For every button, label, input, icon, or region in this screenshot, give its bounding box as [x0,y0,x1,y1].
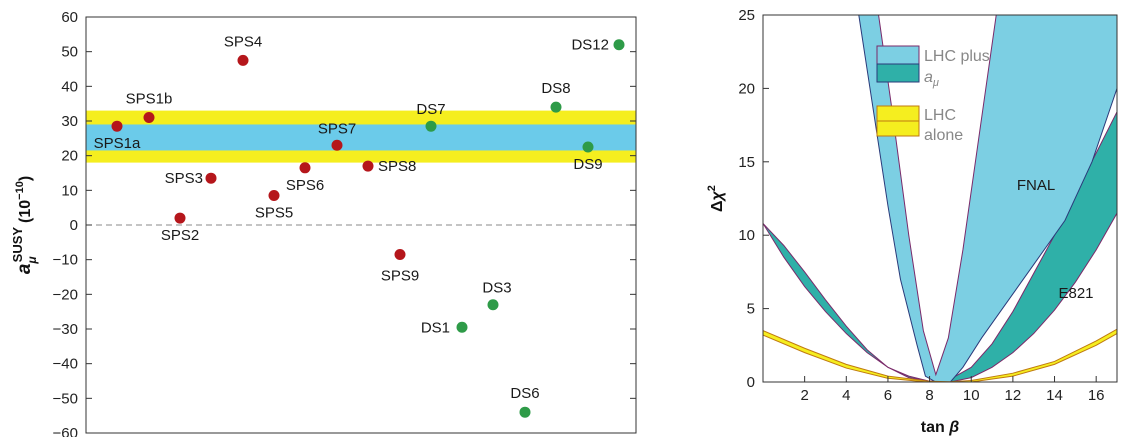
x-axis-label: tan β [921,419,959,436]
point-label-sps7: SPS7 [318,120,356,137]
x-tick-label: 2 [800,387,808,404]
annotation-e821: E821 [1058,285,1093,302]
y-tick-label: 0 [747,374,755,391]
y-tick-label: 50 [61,44,78,61]
y-tick-label: 40 [61,78,78,95]
y-tick-label: 10 [61,182,78,199]
x-tick-label: 6 [884,387,892,404]
x-tick-label: 14 [1046,387,1063,404]
y-tick-label: 60 [61,9,78,26]
y-label-sup: SUSY [10,227,25,263]
point-label-sps3: SPS3 [165,170,203,187]
legend-amu-mu: μ [932,77,939,89]
y-tick-label: 10 [738,227,755,244]
band-e821 [763,111,1117,382]
point-label-ds6: DS6 [510,385,539,402]
y-axis-label-right: Δχ2 [706,185,726,212]
point-ds6 [519,406,531,418]
y-tick-label: 20 [738,80,755,97]
left-scatter-panel: 60 50 40 30 20 10 0 −10 −20 −30 −40 −50 −60 aμSUSY (10… [10,9,637,437]
x-tick-label: 12 [1005,387,1022,404]
legend-label-lhc: LHC [924,107,956,124]
y-tick-label: 15 [738,154,755,171]
y-label-sub: μ [25,256,39,265]
point-label-sps5: SPS5 [255,205,293,222]
point-ds9 [582,141,594,153]
legend-sublabel-amu: aμ [924,69,939,89]
x-tick-label: 10 [963,387,980,404]
y-tick-label: −50 [53,390,78,407]
point-label-ds8: DS8 [541,80,570,97]
point-sps8 [362,160,374,172]
point-sps4 [237,54,249,66]
point-label-sps8: SPS8 [378,158,416,175]
y-tick-label: −30 [53,321,78,338]
y-tick-label: 0 [70,217,78,234]
band-edge-lower [858,15,1117,382]
point-ds7 [425,120,437,132]
y-label-chi: χ [709,190,726,202]
point-label-sps9: SPS9 [381,267,419,284]
y-tick-label: 5 [747,301,755,318]
y-tick-label: −60 [53,425,78,437]
point-label-sps6: SPS6 [286,177,324,194]
y-tick-label: 25 [738,7,755,24]
point-sps1b [143,112,155,124]
x-tick-label: 8 [925,387,933,404]
point-sps3 [205,172,217,184]
legend-amu-a: a [924,69,933,86]
point-ds1 [456,321,468,333]
point-sps6 [299,162,311,174]
band-edge-lower [763,333,1117,382]
point-label-sps4: SPS4 [224,33,262,50]
point-ds3 [487,299,499,311]
x-tick-label: 4 [842,387,850,404]
y-tick-label: −10 [53,252,78,269]
point-sps7 [331,139,343,151]
y-label-delta: Δ [709,200,726,212]
y-label-sq: 2 [706,185,718,191]
legend-sublabel-alone: alone [924,127,963,144]
legend-swatch-lhc-plus-top [876,45,920,65]
point-sps1a [111,120,123,132]
y-tick-label: 30 [61,113,78,130]
point-sps9 [394,248,406,260]
point-ds12 [613,39,625,51]
point-sps2 [174,212,186,224]
legend-swatch-lhc-plus-bottom [876,63,920,83]
y-tick-label: −40 [53,356,78,373]
y-label-unit: (10 [17,200,34,223]
legend-label-lhc-plus: LHC plus [924,48,990,65]
point-label-ds1: DS1 [421,319,450,336]
y-label-close: ) [17,176,34,181]
annotation-fnal: FNAL [1017,177,1055,194]
point-label-sps1a: SPS1a [94,135,141,152]
plot-frame-right [762,14,1118,383]
x-label-beta: β [948,419,959,436]
y-label-exp: −10 [14,181,26,200]
point-ds8 [550,101,562,113]
point-label-sps2: SPS2 [161,227,199,244]
point-label-sps1b: SPS1b [126,91,173,108]
y-axis-label: aμSUSY (10−10) [10,176,39,274]
y-label-a: a [14,263,35,274]
x-label-tan: tan [921,419,949,436]
bands-clip [763,15,1117,382]
x-tick-label: 16 [1088,387,1105,404]
y-tick-label: 20 [61,148,78,165]
band-inner [86,124,636,151]
y-tick-label: −20 [53,286,78,303]
point-label-ds12: DS12 [571,37,609,54]
point-sps5 [268,190,280,202]
band-edge-upper [878,15,997,377]
point-label-ds3: DS3 [482,280,511,297]
point-label-ds7: DS7 [416,101,445,118]
band-fnal [858,15,1117,382]
point-label-ds9: DS9 [573,156,602,173]
